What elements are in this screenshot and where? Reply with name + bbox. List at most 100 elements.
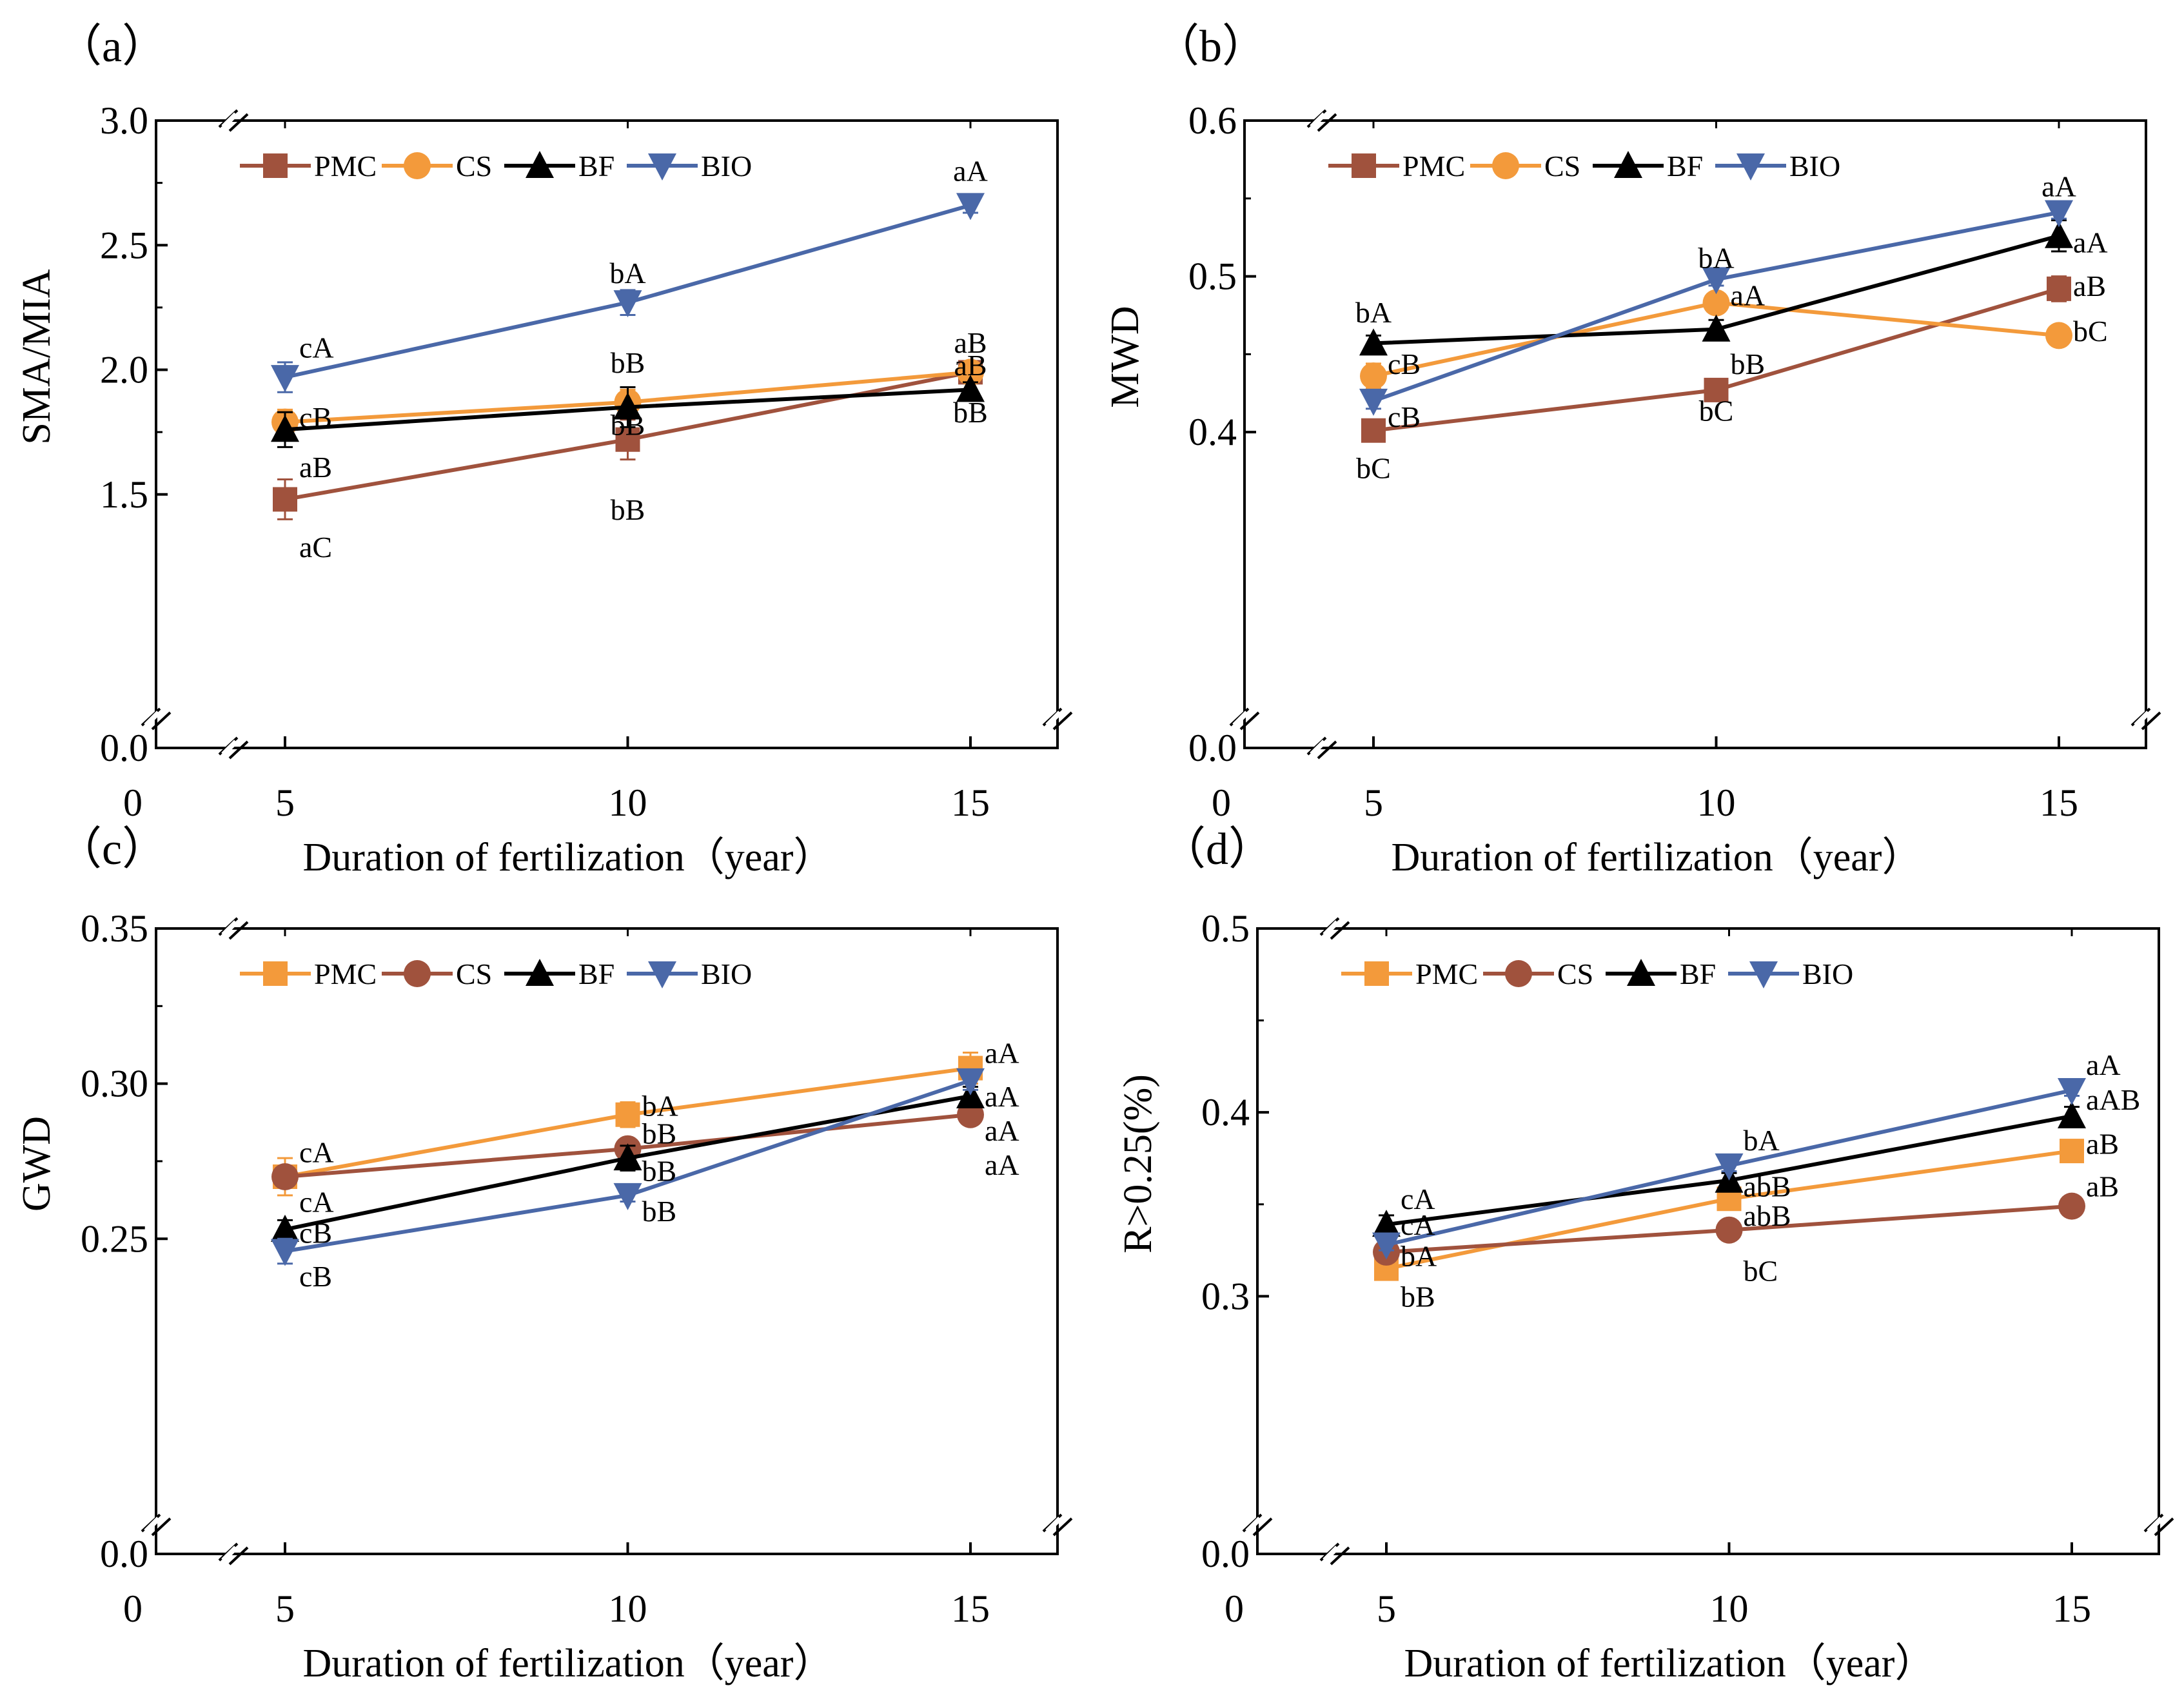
- panel-label: （a）: [57, 22, 167, 72]
- legend-marker: [1364, 961, 1389, 986]
- significance-label: bB: [953, 396, 988, 429]
- legend-label: BIO: [1802, 958, 1853, 990]
- significance-label: bC: [1744, 1254, 1778, 1287]
- data-point: [1704, 377, 1729, 402]
- legend-marker: [1736, 153, 1765, 181]
- significance-label: aA: [985, 1037, 1019, 1070]
- data-point: [2045, 322, 2072, 349]
- right-axis-break-mark: [2141, 711, 2161, 731]
- legend-label: BIO: [1789, 150, 1840, 182]
- data-point: [2045, 200, 2073, 228]
- significance-label: aC: [299, 531, 332, 564]
- x-axis-title: Duration of fertilization（year）: [303, 1642, 834, 1685]
- data-point: [1372, 1232, 1401, 1260]
- data-point: [1359, 388, 1388, 416]
- x-axis-title: Duration of fertilization（year）: [1404, 1642, 1935, 1685]
- series-bf: [271, 375, 985, 448]
- significance-label: abB: [1744, 1199, 1791, 1232]
- plot-frame: [1243, 119, 2147, 749]
- legend-label: BF: [578, 150, 615, 182]
- top-axis-break-mark: [1330, 921, 1350, 940]
- panel-a: （a） 0.0 1.5 2.0 2.5 3.0 0 5 10 15 Duration of fert…: [15, 22, 1073, 879]
- panel-c: （c） 0.0 0.25 0.30 0.35 0 5 10 15 Duration of fert…: [15, 825, 1073, 1685]
- significance-label: bA: [1355, 296, 1392, 329]
- x-tick-label: 0: [123, 1587, 143, 1630]
- y-axis-break-mark: [151, 1517, 172, 1537]
- data-point: [271, 365, 299, 393]
- data-point: [271, 1239, 299, 1266]
- y-tick-label: 0.30: [81, 1063, 148, 1105]
- bottom-axis-break-mark: [1317, 740, 1337, 760]
- data-point: [271, 1163, 299, 1190]
- y-tick-label: 0.0: [100, 727, 148, 769]
- right-axis-break-mark-gap: [1045, 1517, 1062, 1533]
- significance-label: aA: [953, 154, 988, 187]
- y-tick-label: 0.3: [1201, 1275, 1250, 1317]
- legend-label: CS: [456, 958, 492, 990]
- legend-marker: [1492, 152, 1519, 179]
- significance-label: cA: [299, 1136, 334, 1169]
- significance-label: aB: [299, 451, 332, 484]
- significance-label: aB: [954, 349, 987, 382]
- significance-label: bC: [1699, 394, 1734, 427]
- significance-label: aAB: [2086, 1083, 2140, 1116]
- x-tick-label: 10: [609, 781, 647, 824]
- data-point: [2058, 1077, 2086, 1105]
- legend-label: BF: [1667, 150, 1703, 182]
- panel-d: （d） 0.0 0.3 0.4 0.5 0 5 10 15 Duration of fertili…: [1116, 825, 2174, 1685]
- right-axis-break-mark-gap: [2147, 1517, 2163, 1533]
- x-tick-label: 15: [951, 781, 990, 824]
- significance-label: aA: [2086, 1048, 2121, 1081]
- y-tick-label: 3.0: [100, 99, 148, 142]
- data-point: [1702, 314, 1731, 342]
- series-bio: [1372, 1077, 2086, 1260]
- top-axis-break-mark: [228, 113, 249, 132]
- series-cs: [1360, 289, 2072, 390]
- top-axis-break-mark-gap: [1323, 920, 1339, 937]
- legend-marker: [648, 153, 676, 181]
- significance-label: cB: [1388, 400, 1421, 433]
- series-bio: [271, 193, 985, 393]
- x-tick-label: 10: [1710, 1587, 1749, 1630]
- plot-frame: [155, 927, 1059, 1555]
- data-point: [1715, 1216, 1743, 1244]
- data-point: [956, 1068, 985, 1095]
- legend-label: PMC: [1415, 958, 1478, 990]
- plot-frame: [1256, 927, 2160, 1555]
- y-axis-break-mark-gap: [1232, 711, 1249, 727]
- significance-label: bB: [611, 346, 645, 379]
- top-axis-break-mark-gap: [221, 920, 238, 937]
- legend-marker: [526, 959, 554, 986]
- legend-marker: [263, 961, 288, 986]
- series-bio: [1359, 200, 2073, 416]
- significance-label: bB: [1731, 348, 1766, 380]
- data-point: [1359, 328, 1388, 356]
- x-tick-label: 15: [2040, 781, 2078, 824]
- y-axis-break-mark: [1252, 1517, 1273, 1537]
- y-axis-break-mark-gap: [144, 1517, 161, 1533]
- data-point: [2058, 1192, 2085, 1220]
- significance-label: aA: [985, 1080, 1019, 1113]
- legend-label: PMC: [314, 150, 377, 182]
- top-axis-break-mark-gap: [1310, 112, 1326, 129]
- significance-label: cA: [299, 331, 334, 364]
- data-point: [1702, 289, 1730, 317]
- y-tick-label: 0.4: [1188, 411, 1237, 453]
- x-tick-label: 10: [1697, 781, 1736, 824]
- series-bf: [1359, 219, 2073, 356]
- significance-label: cA: [1401, 1208, 1435, 1241]
- y-axis-break-mark: [151, 711, 172, 731]
- legend-label: CS: [1557, 958, 1593, 990]
- significance-label: bA: [1744, 1124, 1780, 1157]
- data-point: [2058, 1101, 2086, 1128]
- data-point: [1715, 1153, 1744, 1181]
- legend-label: BIO: [701, 958, 752, 990]
- y-axis-break-mark-gap: [144, 711, 161, 727]
- x-axis-title: Duration of fertilization（year）: [1392, 836, 1922, 879]
- legend-label: PMC: [1402, 150, 1465, 182]
- legend-label: CS: [1544, 150, 1580, 182]
- data-point: [615, 1102, 640, 1127]
- legend-label: BF: [1680, 958, 1716, 990]
- x-axis-title: Duration of fertilization（year）: [303, 836, 834, 879]
